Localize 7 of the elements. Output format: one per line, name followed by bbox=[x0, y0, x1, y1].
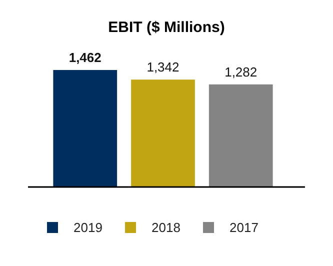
legend-label: 2019 bbox=[74, 220, 102, 235]
legend-label: 2017 bbox=[230, 220, 258, 235]
data-label: 1,462 bbox=[68, 50, 102, 65]
chart-title: EBIT ($ Millions) bbox=[108, 19, 225, 36]
legend-label: 2018 bbox=[152, 220, 180, 235]
data-label: 1,282 bbox=[224, 64, 258, 80]
data-label: 1,342 bbox=[146, 60, 180, 75]
